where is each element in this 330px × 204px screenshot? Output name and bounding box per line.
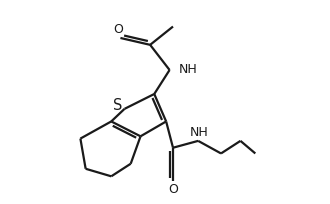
Text: S: S [113, 98, 122, 113]
Text: NH: NH [190, 126, 209, 139]
Text: NH: NH [178, 63, 197, 76]
Text: O: O [168, 183, 178, 196]
Text: O: O [113, 23, 123, 37]
